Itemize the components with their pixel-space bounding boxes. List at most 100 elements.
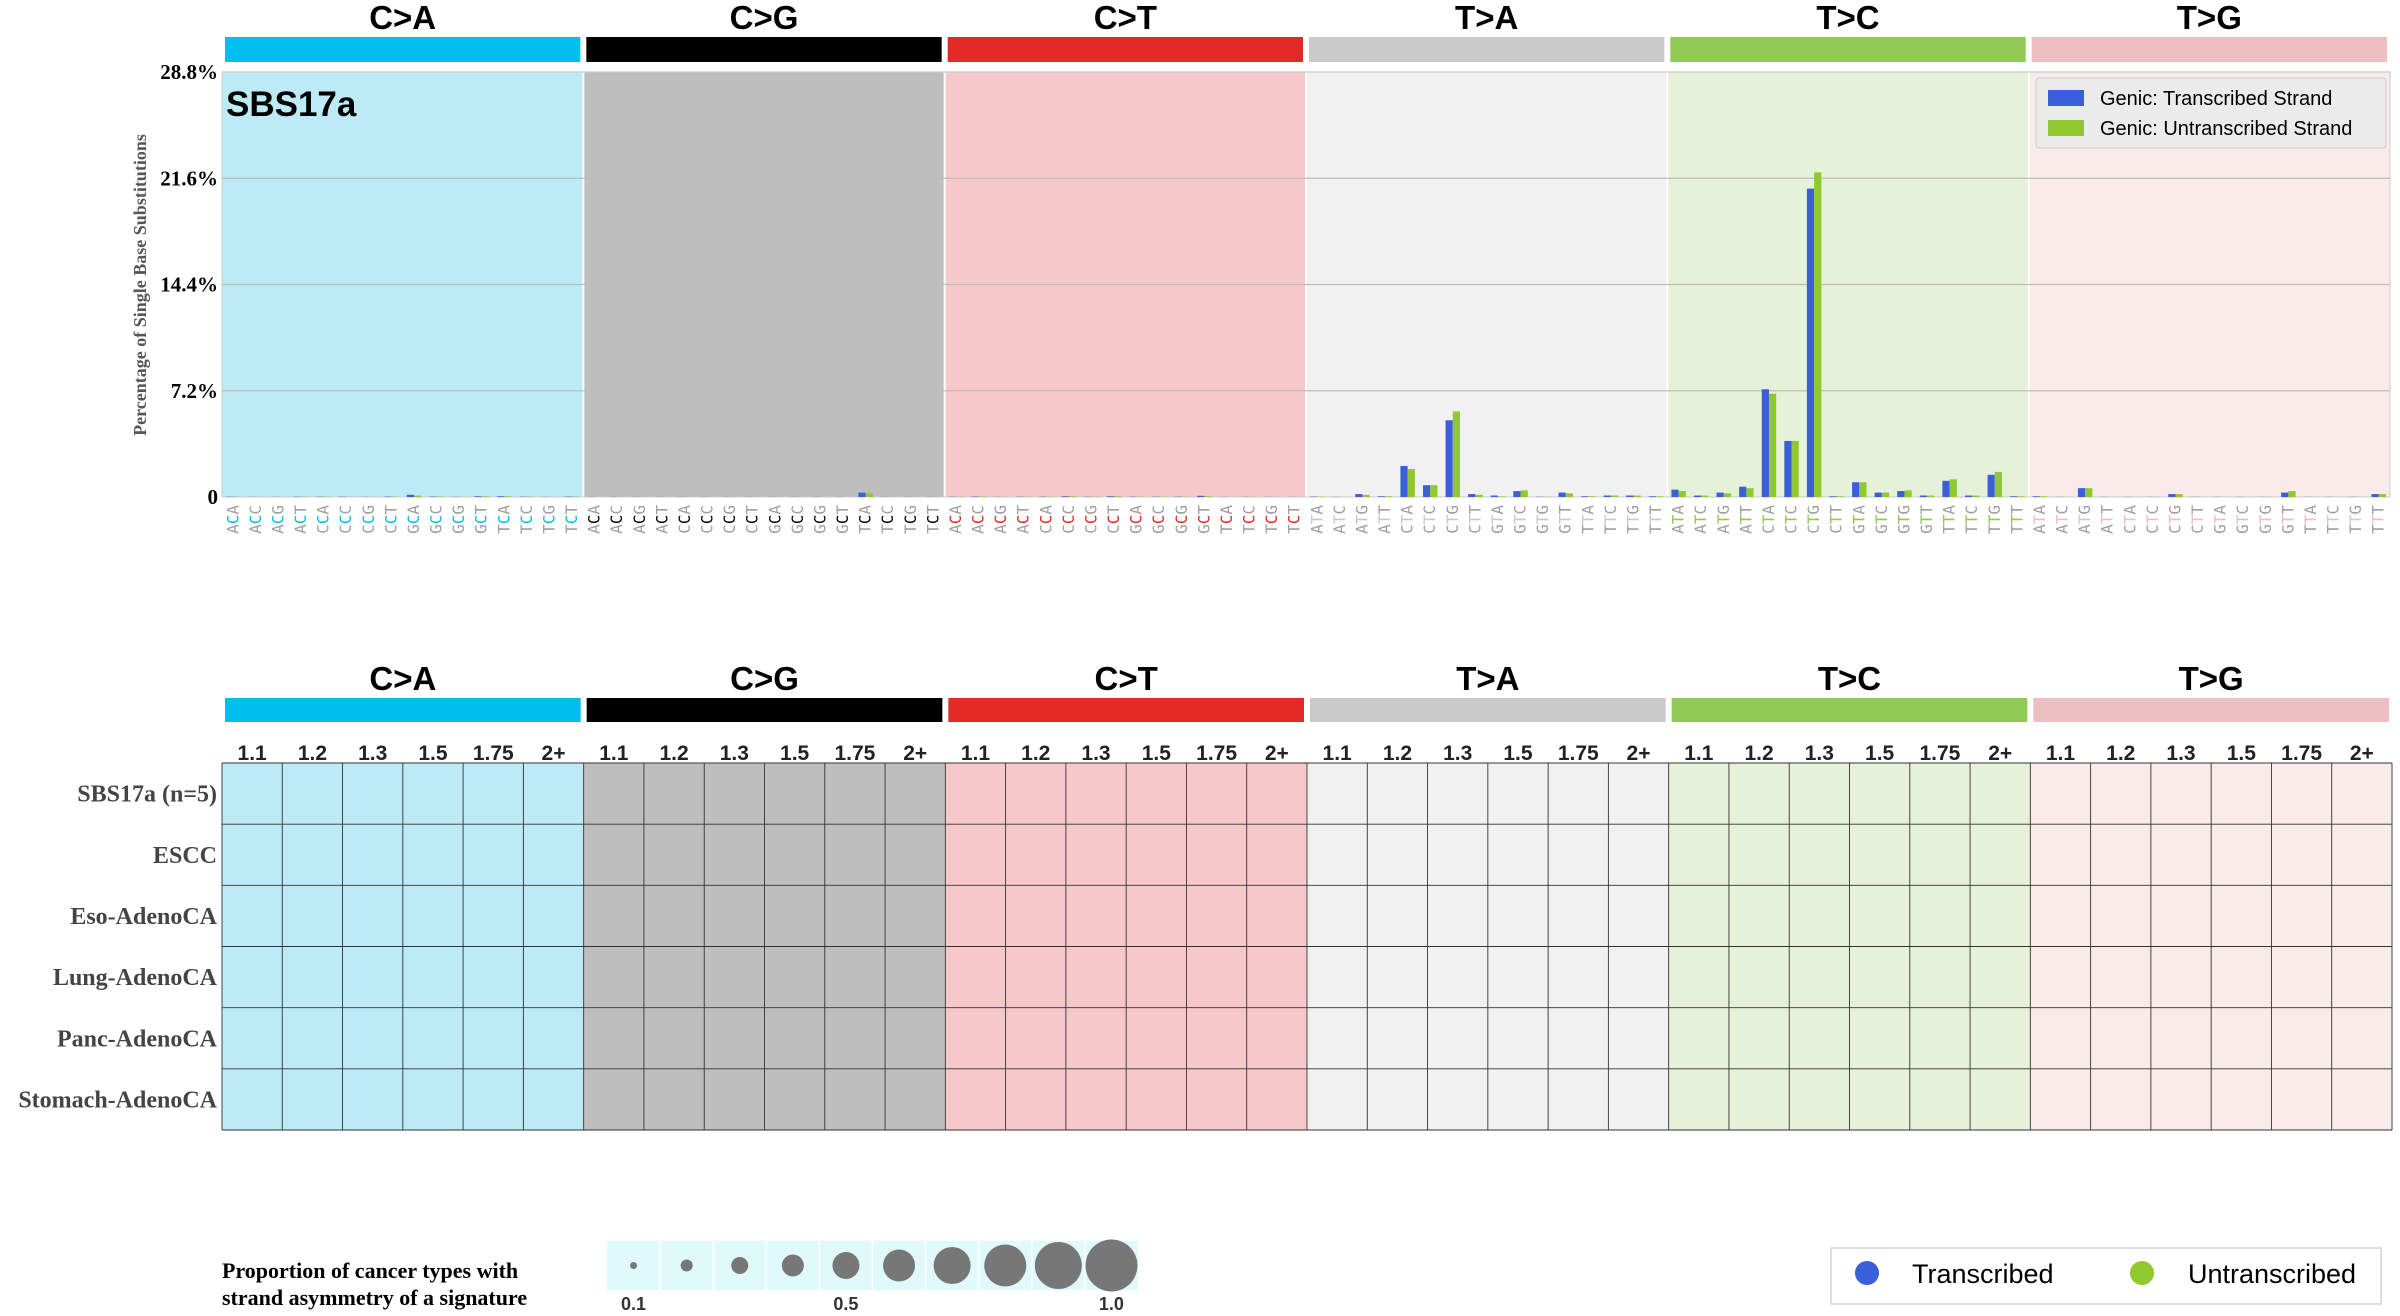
ratio-column-label: 2+	[2350, 742, 2374, 765]
ratio-column-label: 1.1	[2046, 742, 2076, 765]
context-label: CTG	[2165, 505, 2184, 534]
size-legend-circle	[731, 1257, 749, 1274]
legend-swatch-0	[2048, 90, 2084, 106]
size-legend-tick: 1.0	[1099, 1294, 1124, 1314]
context-label: GTC	[1511, 505, 1530, 534]
bar-transcribed-CTC	[1784, 440, 1792, 497]
context-label: ATT	[1375, 505, 1394, 534]
ratio-column-label: 1.1	[1323, 742, 1353, 765]
header-label-T>G: T>G	[2177, 0, 2242, 36]
context-label: CTA	[1398, 505, 1417, 534]
size-legend-circle	[1085, 1239, 1138, 1292]
bar-untranscribed-GTT	[1565, 493, 1573, 497]
ratio-column-label: 1.3	[1805, 742, 1834, 765]
transcribed-legend-dot	[1855, 1261, 1879, 1285]
bar-transcribed-ATG	[2077, 488, 2086, 497]
context-label: TCG	[901, 505, 920, 534]
context-labels: ACAACCACGACTCCACCCCCGCCTGCAGCCGCGGCTTCAT…	[223, 505, 2387, 534]
bar-untranscribed-ATG	[1362, 494, 1370, 497]
context-label: GTA	[1488, 505, 1507, 534]
ratio-column-label: 1.5	[2227, 742, 2257, 765]
context-label: TTA	[1940, 505, 1959, 534]
legend-entry-0: Genic: Transcribed Strand	[2100, 88, 2332, 110]
context-label: CCT	[381, 505, 400, 534]
untranscribed-legend-label: Untranscribed	[2188, 1259, 2356, 1289]
bar-transcribed-ATA	[2032, 496, 2040, 497]
context-label: CCA	[314, 505, 333, 534]
bar-transcribed-GCA	[406, 494, 414, 497]
bar-untranscribed-CTG	[2175, 494, 2183, 497]
bar-untranscribed-GTA	[1859, 482, 1867, 497]
header-bar-T>C	[1670, 37, 2026, 62]
context-label: ACG	[630, 505, 649, 534]
heatmap-header-label-C>A: C>A	[369, 660, 436, 697]
y-tick-label: 7.2%	[171, 379, 218, 403]
y-tick-label: 0	[208, 485, 219, 509]
bar-transcribed-TTT	[2010, 496, 2018, 497]
size-legend-circle	[1034, 1242, 1082, 1289]
ratio-column-label: 1.1	[238, 742, 268, 765]
bar-transcribed-TCA	[497, 496, 505, 497]
ratio-column-label: 2+	[1265, 742, 1289, 765]
bar-untranscribed-CTT	[1475, 494, 1483, 497]
context-label: ACC	[969, 505, 988, 534]
top-mutation-type-headers: C>A C>G C>T T>A T>C T>G	[225, 0, 2387, 62]
context-label: GTT	[1556, 505, 1575, 534]
context-label: GTC	[2233, 505, 2252, 534]
y-axis-label: Percentage of Single Base Substitutions	[130, 134, 150, 436]
heatmap-header-bar-T>G	[2033, 698, 2389, 722]
ratio-column-label: 1.2	[1383, 742, 1412, 765]
context-label: TCT	[923, 505, 942, 534]
context-label: CTG	[1804, 505, 1823, 534]
context-label: TTA	[2301, 505, 2320, 534]
header-bar-C>G	[586, 37, 942, 62]
heatmap-header-bar-T>A	[1310, 698, 1666, 722]
bar-transcribed-ATG	[1355, 494, 1363, 497]
bar-transcribed-GTA	[1490, 495, 1498, 497]
context-label: ATA	[2030, 505, 2049, 534]
size-legend-circle	[781, 1254, 804, 1277]
context-label: CTG	[1443, 505, 1462, 534]
strand-legend: Transcribed Untranscribed	[1830, 1247, 2382, 1305]
bar-untranscribed-GTC	[1520, 490, 1528, 497]
context-label: ACG	[991, 505, 1010, 534]
heatmap-mutation-type-headers: C>A 1.1 1.2 1.3 1.5 1.75 2+ C>G 1.1 1.2 1.3 1.5 1.75…	[225, 660, 2389, 765]
context-label: TTG	[1623, 505, 1642, 534]
heatmap-row-label: Stomach-AdenoCA	[18, 1087, 217, 1113]
heatmap-header-label-T>C: T>C	[1818, 660, 1881, 697]
bar-untranscribed-CTC	[1791, 440, 1799, 497]
context-label: TTC	[1601, 505, 1620, 534]
context-label: GCC	[1149, 505, 1168, 534]
ratio-column-label: 1.75	[2281, 742, 2322, 765]
bar-untranscribed-TCA	[865, 493, 873, 497]
context-label: GTT	[2278, 505, 2297, 534]
y-tick-label: 21.6%	[160, 166, 218, 190]
context-label: GTG	[2256, 505, 2275, 534]
context-label: GCC	[788, 505, 807, 534]
context-label: TCG	[1262, 505, 1281, 534]
context-label: TTT	[1646, 505, 1665, 534]
context-label: GTT	[1917, 505, 1936, 534]
bar-untranscribed-CTG	[1452, 411, 1461, 497]
context-label: CCG	[720, 505, 739, 534]
bar-transcribed-TCA	[858, 492, 866, 497]
bar-transcribed-GTG	[1897, 491, 1905, 497]
context-label: ATT	[1736, 505, 1755, 534]
bar-transcribed-GTT	[1919, 495, 1928, 497]
bar-untranscribed-CTG	[1814, 172, 1822, 497]
context-label: GTG	[1533, 505, 1552, 534]
y-axis: 0 7.2% 14.4% 21.6% 28.8%	[160, 60, 218, 509]
context-label: GCT	[833, 505, 852, 534]
bar-untranscribed-TTT	[1656, 496, 1664, 497]
context-label: TCT	[1285, 505, 1304, 534]
context-label: ACT	[291, 505, 310, 534]
context-label: TTT	[2007, 505, 2026, 534]
context-label: CCG	[359, 505, 378, 534]
context-label: GTA	[2211, 505, 2230, 534]
bar-transcribed-CTT	[1468, 494, 1476, 497]
bar-untranscribed-ATA	[2039, 496, 2048, 497]
context-label: GCC	[427, 505, 446, 534]
ratio-column-label: 1.5	[1865, 742, 1895, 765]
heatmap-row-label: SBS17a (n=5)	[77, 782, 217, 808]
context-label: TTA	[1578, 505, 1597, 534]
